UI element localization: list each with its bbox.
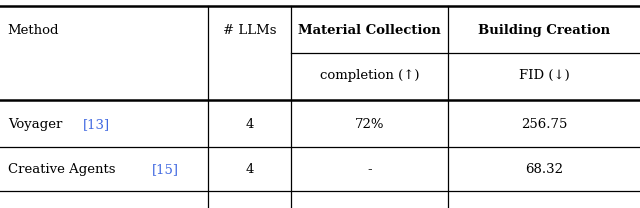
Text: 256.75: 256.75 [521,118,567,131]
Text: Method: Method [8,24,59,37]
Text: -: - [367,163,372,176]
Text: 4: 4 [245,163,254,176]
Text: 72%: 72% [355,118,385,131]
Text: 68.32: 68.32 [525,163,563,176]
Text: Building Creation: Building Creation [478,24,610,37]
Text: Creative Agents: Creative Agents [8,163,120,176]
Text: [13]: [13] [83,118,111,131]
Text: Voyager: Voyager [8,118,67,131]
Text: [15]: [15] [152,163,179,176]
Text: # LLMs: # LLMs [223,24,276,37]
Text: Material Collection: Material Collection [298,24,441,37]
Text: 4: 4 [245,118,254,131]
Text: completion (↑): completion (↑) [320,69,419,82]
Text: FID (↓): FID (↓) [518,69,570,82]
